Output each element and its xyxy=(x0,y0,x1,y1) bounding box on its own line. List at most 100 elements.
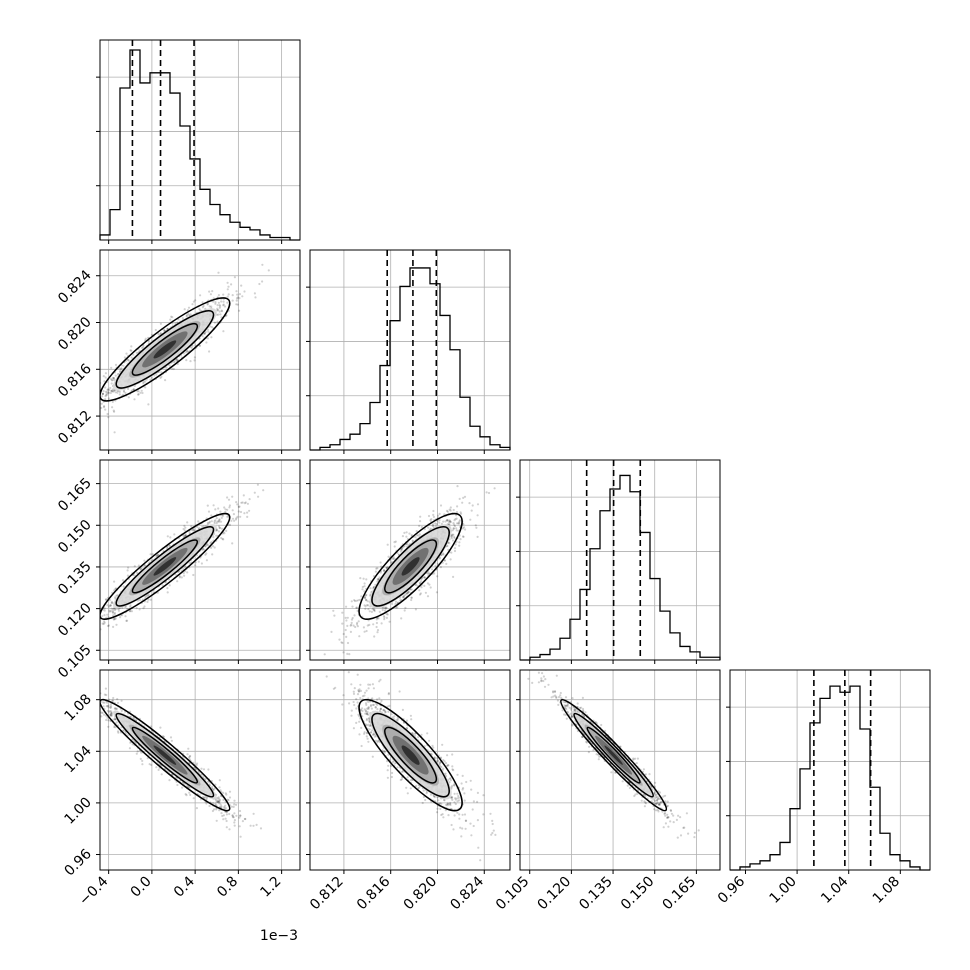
sample-point xyxy=(427,514,431,518)
sample-point xyxy=(215,517,218,520)
sample-point xyxy=(104,398,107,401)
sample-point xyxy=(202,795,205,799)
sample-point xyxy=(205,802,208,805)
sample-point xyxy=(218,520,221,523)
sample-point xyxy=(449,506,452,509)
sample-point xyxy=(111,699,114,702)
sample-point xyxy=(101,392,105,395)
sample-point xyxy=(393,541,396,544)
sample-point xyxy=(223,305,227,308)
sample-point xyxy=(103,713,106,716)
sample-point xyxy=(410,588,413,591)
sample-point xyxy=(200,562,203,565)
sample-point xyxy=(378,610,381,614)
sample-point xyxy=(193,359,196,362)
sample-point xyxy=(344,628,347,632)
sample-point xyxy=(102,375,105,378)
sample-point xyxy=(90,400,92,402)
sample-point xyxy=(169,318,172,321)
sample-point xyxy=(132,388,135,391)
sample-point xyxy=(386,613,389,616)
sample-point xyxy=(106,701,109,704)
sample-point xyxy=(366,600,369,603)
sample-point xyxy=(88,408,90,410)
sample-point xyxy=(108,388,111,391)
sample-point xyxy=(223,532,226,535)
sample-point xyxy=(114,391,117,394)
sample-point xyxy=(104,390,108,393)
sample-point xyxy=(371,608,374,611)
y-tick-label: 0.816 xyxy=(55,361,95,401)
sample-point xyxy=(226,295,229,298)
sample-point xyxy=(94,393,96,395)
sample-point xyxy=(127,566,130,569)
sample-point xyxy=(493,487,496,490)
sample-point xyxy=(112,614,115,617)
sample-point xyxy=(363,604,366,607)
sample-point xyxy=(97,626,99,628)
sample-point xyxy=(138,608,141,611)
sample-point xyxy=(243,290,246,293)
sample-point xyxy=(376,578,379,581)
sample-point xyxy=(216,520,219,523)
sample-point xyxy=(222,293,225,296)
sample-point xyxy=(127,396,130,399)
sample-point xyxy=(453,549,457,553)
sample-point xyxy=(450,535,453,538)
sample-point xyxy=(104,395,107,398)
sample-point xyxy=(455,529,458,532)
sample-point xyxy=(217,530,220,533)
sample-point xyxy=(118,393,121,396)
sample-point xyxy=(192,300,195,303)
sample-point xyxy=(135,351,138,354)
sample-point xyxy=(457,529,460,533)
sample-point xyxy=(96,378,98,380)
sample-point xyxy=(238,297,241,300)
sample-point xyxy=(102,406,106,409)
sample-point xyxy=(100,711,103,714)
histogram-line xyxy=(310,267,511,451)
sample-point xyxy=(332,609,335,612)
histogram-frame xyxy=(99,39,301,241)
sample-point xyxy=(210,336,213,339)
sample-point xyxy=(108,610,111,613)
sample-point xyxy=(97,613,99,615)
sample-point xyxy=(218,310,221,313)
sample-point xyxy=(117,731,120,734)
panels-layer: 0.96 1.00 1.04 1.080.8120.8160.8200.8240.10… xyxy=(55,39,931,913)
sample-point xyxy=(215,799,218,802)
sample-point xyxy=(450,537,453,540)
sample-point xyxy=(221,514,224,518)
sample-point xyxy=(143,564,146,567)
sample-point xyxy=(96,401,98,403)
sample-point xyxy=(119,367,122,371)
sample-point xyxy=(154,328,157,332)
sample-point xyxy=(350,621,353,625)
sample-point xyxy=(113,580,116,583)
sample-point xyxy=(385,566,388,569)
sample-point xyxy=(356,625,359,628)
sample-point xyxy=(142,381,145,384)
sample-point xyxy=(224,804,227,807)
sample-point xyxy=(453,547,457,550)
sample-point xyxy=(217,301,220,304)
sample-point xyxy=(133,398,136,401)
sample-point xyxy=(144,386,147,389)
sample-point xyxy=(361,585,364,589)
sample-point xyxy=(62,418,64,420)
sample-point xyxy=(122,585,125,588)
sample-point xyxy=(106,393,109,396)
sample-point xyxy=(82,631,84,633)
sample-point xyxy=(228,523,232,527)
sample-point xyxy=(191,529,194,532)
sample-point xyxy=(115,707,118,710)
sample-point xyxy=(206,337,209,340)
sample-point xyxy=(449,520,452,524)
sample-point xyxy=(193,356,196,359)
sample-point xyxy=(419,520,422,523)
sample-point xyxy=(106,613,109,616)
sample-point xyxy=(452,575,455,579)
sample-point xyxy=(181,317,184,320)
sample-point xyxy=(109,386,112,390)
x-tick-label: 1.00 xyxy=(767,874,800,907)
